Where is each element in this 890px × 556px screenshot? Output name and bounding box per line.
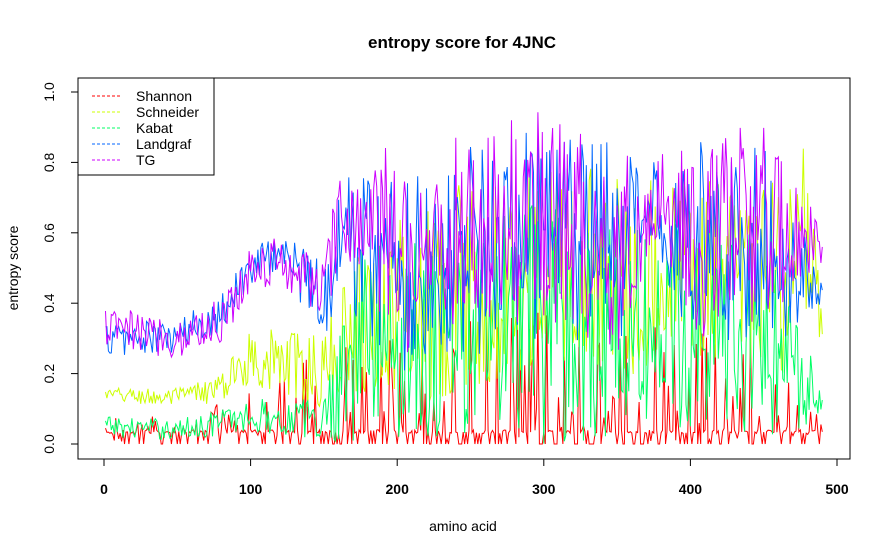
series-layer [105, 112, 823, 445]
x-axis-label: amino acid [429, 518, 497, 534]
x-tick-label: 500 [825, 481, 849, 497]
y-axis-label: entropy score [5, 225, 21, 310]
y-tick-label: 0.0 [41, 434, 57, 454]
y-tick-label: 0.4 [41, 293, 57, 313]
x-tick-label: 400 [679, 481, 703, 497]
y-axis: 0.0 0.2 0.4 0.6 0.8 1.0 [41, 82, 79, 454]
x-tick-label: 300 [532, 481, 556, 497]
legend-label-landgraf: Landgraf [136, 136, 191, 152]
x-tick-label: 200 [386, 481, 410, 497]
y-tick-label: 0.6 [41, 223, 57, 243]
x-tick-label: 100 [239, 481, 263, 497]
legend-label-tg: TG [136, 152, 155, 168]
series-line-tg [105, 112, 823, 359]
y-tick-label: 0.2 [41, 364, 57, 384]
series-line-landgraf [105, 132, 823, 371]
legend-label-schneider: Schneider [136, 104, 199, 120]
legend-label-kabat: Kabat [136, 120, 173, 136]
series-line-kabat [105, 205, 823, 444]
legend-box [77, 77, 215, 176]
legend-label-shannon: Shannon [136, 88, 192, 104]
chart-title: entropy score for 4JNC [368, 33, 556, 52]
series-line-shannon [105, 312, 823, 445]
y-tick-label: 1.0 [41, 82, 57, 102]
y-tick-label: 0.8 [41, 152, 57, 172]
x-axis: 0 100 200 300 400 500 [100, 458, 849, 497]
x-tick-label: 0 [100, 481, 108, 497]
